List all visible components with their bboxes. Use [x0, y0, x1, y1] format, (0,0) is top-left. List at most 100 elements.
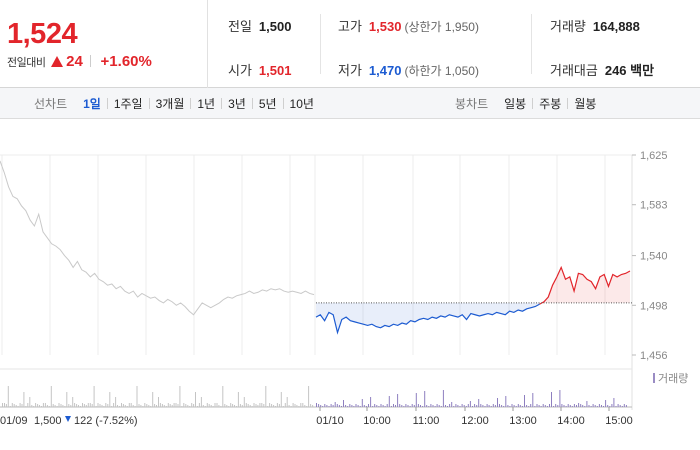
volume-bar [245, 403, 247, 407]
volume-bar [503, 406, 505, 407]
tab-monthly[interactable]: 월봉 [574, 97, 597, 111]
volume-bar [27, 403, 29, 407]
volume-bar [7, 386, 9, 407]
tab-1y[interactable]: 1년 [197, 97, 216, 111]
volume-bar [578, 403, 580, 407]
volume-bar [349, 404, 351, 407]
volume-bar [122, 404, 124, 407]
tab-daily[interactable]: 일봉 [504, 97, 527, 111]
volume-bar [119, 406, 120, 407]
volume-bar [459, 406, 461, 407]
volume-bar [195, 392, 196, 407]
volume-bar [167, 403, 169, 407]
volume-bar [169, 404, 171, 407]
volume-bar [136, 386, 138, 407]
volume-bar [29, 397, 31, 407]
volume-bar [345, 405, 347, 407]
up-area [539, 267, 630, 305]
volume-bar [4, 403, 5, 407]
volume-bar [181, 406, 183, 407]
volume-bar [584, 406, 586, 407]
volume-bar [142, 406, 144, 407]
tab-1w[interactable]: 1주일 [113, 97, 143, 111]
volume-bar [336, 404, 338, 407]
volume-bar [359, 406, 361, 407]
volume-bar [152, 392, 154, 407]
volume-bar [280, 392, 282, 407]
volume-bar [372, 406, 374, 407]
volume-bar [484, 406, 486, 407]
volume-bar [544, 405, 546, 407]
volume-bar [542, 404, 544, 407]
volume-bar [619, 405, 621, 407]
volume-bar [368, 404, 369, 407]
volume-bar [382, 405, 384, 407]
volume-bar [56, 406, 58, 407]
volume-bar [58, 403, 60, 407]
volume-bar [347, 406, 349, 407]
divider [532, 98, 534, 109]
stat-value: 246 백만 [604, 63, 655, 78]
price-chart-svg: 1,625 1,583 1,540 1,498 1,456 거래량 01/10 10:00… [0, 150, 688, 427]
candle-chart-title: 봉차트 [455, 97, 489, 111]
volume-bar [613, 398, 615, 407]
volume-bar [179, 386, 181, 407]
volume-bar [243, 397, 245, 407]
volume-bar [353, 406, 355, 407]
volume-bar [534, 406, 536, 407]
volume-bar [596, 406, 598, 407]
x-tick-label: 14:00 [557, 415, 585, 427]
volume-bar [326, 405, 328, 407]
volume-bar [559, 390, 561, 407]
volume-bar [318, 404, 320, 407]
volume-bar [524, 395, 525, 407]
divider [90, 55, 92, 67]
tab-weekly[interactable]: 주봉 [539, 97, 562, 111]
volume-bar [557, 405, 559, 407]
volume-bar [413, 405, 415, 407]
volume-bar [48, 406, 50, 407]
volume-bar [148, 405, 150, 407]
volume-bar [609, 406, 611, 407]
volume-bar [415, 393, 417, 407]
volume-bar [438, 405, 440, 407]
x-tick-label: 11:00 [413, 415, 440, 427]
volume-bar [482, 405, 484, 407]
volume-bar [183, 403, 185, 407]
volume-bar [265, 386, 267, 407]
divider [531, 14, 532, 74]
tab-3m[interactable]: 3개월 [155, 97, 185, 111]
volume-bar [103, 406, 105, 407]
volume-bar [432, 405, 434, 407]
volume-bar [13, 404, 15, 407]
change-row: 전일대비 24 +1.60% [7, 53, 152, 70]
volume-bar [447, 406, 448, 407]
volume-bar [390, 406, 392, 407]
line-chart-tabs: 선차트 1일 1주일 3개월 1년 3년 5년 10년 [34, 88, 320, 119]
tab-3y[interactable]: 3년 [228, 97, 246, 111]
volume-bar [434, 406, 436, 407]
volume-bar [451, 402, 453, 407]
volume-bar [259, 403, 261, 407]
volume-bar [571, 406, 573, 407]
volume-bar [101, 405, 103, 407]
prev-day-series [0, 160, 315, 316]
volume-bar [611, 404, 613, 407]
volume-bar [457, 405, 459, 407]
volume-bar [175, 403, 177, 407]
current-price: 1,524 [7, 18, 78, 50]
x-tick-label: 12:00 [461, 415, 489, 427]
tab-5y[interactable]: 5년 [258, 97, 277, 111]
down-line [315, 303, 540, 335]
volume-bar [39, 405, 40, 407]
stat-sub: (상한가 1,950) [404, 20, 479, 34]
today-series [315, 265, 631, 335]
tab-1d[interactable]: 1일 [83, 97, 101, 111]
volume-bar [93, 386, 95, 407]
volume-bar [436, 404, 438, 407]
tab-10y[interactable]: 10년 [289, 97, 314, 111]
stat-high: 고가 1,530 (상한가 1,950) [338, 16, 479, 35]
volume-bar [411, 404, 413, 407]
volume-bar [384, 406, 386, 407]
y-tick-label: 1,540 [640, 251, 668, 263]
